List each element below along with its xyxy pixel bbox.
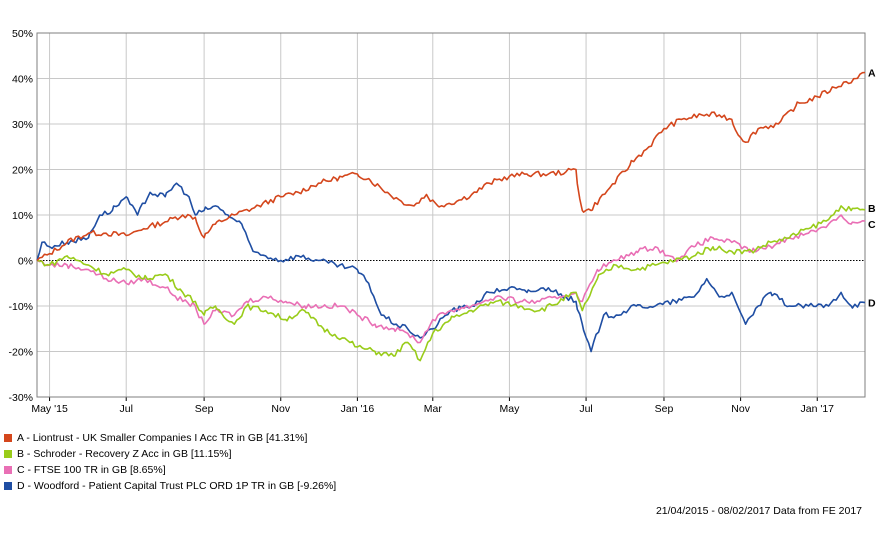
legend-swatch-b — [4, 450, 12, 458]
x-tick-label: Nov — [271, 403, 290, 415]
y-tick-label: 30% — [12, 119, 33, 131]
series-end-label-b: B — [868, 203, 876, 215]
legend-label-d: D - Woodford - Patient Capital Trust PLC… — [17, 480, 337, 492]
legend-label-c: C - FTSE 100 TR in GB [8.65%] — [17, 464, 166, 476]
x-tick-label: Sep — [195, 403, 214, 415]
x-tick-label: Jan '16 — [341, 403, 375, 415]
x-tick-label: Mar — [424, 403, 443, 415]
legend-item-a: A - Liontrust - UK Smaller Companies I A… — [4, 430, 336, 446]
series-line-d — [36, 182, 866, 353]
series-end-label-d: D — [868, 298, 876, 310]
x-tick-label: Jul — [119, 403, 132, 415]
series-end-label-a: A — [868, 68, 876, 80]
plot-area-border — [36, 32, 866, 398]
y-tick-label: 50% — [12, 28, 33, 40]
y-tick-label: -30% — [8, 392, 33, 404]
legend-item-c: C - FTSE 100 TR in GB [8.65%] — [4, 462, 336, 478]
chart-legend: A - Liontrust - UK Smaller Companies I A… — [4, 430, 336, 494]
x-tick-label: Jul — [579, 403, 592, 415]
x-tick-label: Nov — [731, 403, 750, 415]
legend-swatch-a — [4, 434, 12, 442]
legend-item-b: B - Schroder - Recovery Z Acc in GB [11.… — [4, 446, 336, 462]
date-range-footnote: 21/04/2015 - 08/02/2017 Data from FE 201… — [655, 505, 862, 517]
series-line-a — [36, 71, 866, 262]
y-tick-label: 40% — [12, 74, 33, 86]
legend-label-a: A - Liontrust - UK Smaller Companies I A… — [17, 432, 308, 444]
x-tick-label: Jan '17 — [800, 403, 834, 415]
y-tick-label: -20% — [8, 347, 33, 359]
legend-item-d: D - Woodford - Patient Capital Trust PLC… — [4, 478, 336, 494]
series-line-b — [36, 205, 866, 362]
y-tick-label: -10% — [8, 301, 33, 313]
legend-swatch-d — [4, 482, 12, 490]
legend-swatch-c — [4, 466, 12, 474]
x-tick-label: May '15 — [31, 403, 68, 415]
legend-label-b: B - Schroder - Recovery Z Acc in GB [11.… — [17, 448, 232, 460]
y-tick-label: 0% — [18, 256, 33, 268]
series-end-label-c: C — [868, 219, 876, 231]
x-tick-label: May — [500, 403, 521, 415]
x-tick-label: Sep — [655, 403, 674, 415]
series-line-c — [36, 214, 866, 344]
y-tick-label: 20% — [12, 165, 33, 177]
performance-chart: 50% 40% 30% 20% 10% 0% -10% -20% -30%May '15 Jul S… — [8, 28, 876, 415]
y-tick-label: 10% — [12, 210, 33, 222]
